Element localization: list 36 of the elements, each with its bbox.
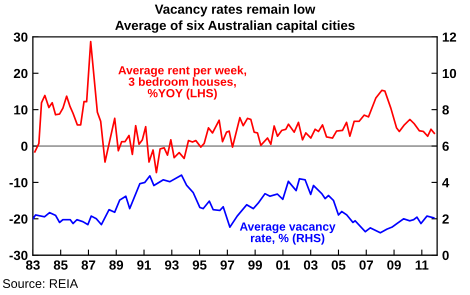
line-series xyxy=(34,40,436,174)
y-tick-label: 30 xyxy=(14,32,28,42)
x-tick-label: 91 xyxy=(137,260,151,270)
y2-tick-label: 10 xyxy=(442,68,456,78)
y2-tick-label: 0 xyxy=(442,250,449,260)
chart-subtitle: Average of six Australian capital cities xyxy=(115,20,355,33)
y-tick-label: 0 xyxy=(21,142,28,151)
x-tick-label: 01 xyxy=(276,260,290,270)
y-tick-label: -20 xyxy=(9,214,28,224)
y-tick-label: -10 xyxy=(9,178,28,188)
x-tick-label: 93 xyxy=(164,260,179,270)
y-tick-label: -30 xyxy=(9,250,28,260)
x-tick-label: 95 xyxy=(192,260,207,270)
x-tick-label: 03 xyxy=(304,260,318,270)
x-tick-label: 97 xyxy=(220,260,234,270)
x-tick-label: 87 xyxy=(82,260,96,270)
x-tick-label: 09 xyxy=(387,260,401,270)
x-tick-label: 05 xyxy=(332,260,346,270)
y2-tick-label: 8 xyxy=(442,105,449,115)
line-series xyxy=(32,174,435,234)
x-tick-label: 89 xyxy=(109,260,124,270)
y2-tick-label: 2 xyxy=(442,214,449,224)
x-tick-label: 07 xyxy=(359,260,374,270)
x-tick-label: 11 xyxy=(416,260,428,270)
series-label: Average vacancy rate, % (RHS) xyxy=(240,222,336,245)
y-tick-label: 10 xyxy=(14,105,28,115)
chart-title: Vacancy rates remain low xyxy=(154,4,316,16)
y2-tick-label: 6 xyxy=(442,142,449,151)
y2-tick-label: 4 xyxy=(442,178,450,188)
x-tick-label: 99 xyxy=(248,260,262,270)
y2-tick-label: 12 xyxy=(442,32,456,42)
series-label: Average rent per week, 3 bedroom houses, %YOY (LHS) xyxy=(118,66,246,100)
source-note: Source: REIA xyxy=(2,279,78,288)
y-tick-label: 20 xyxy=(14,68,28,78)
x-tick-label: 83 xyxy=(26,260,40,270)
x-tick-label: 85 xyxy=(54,260,68,270)
